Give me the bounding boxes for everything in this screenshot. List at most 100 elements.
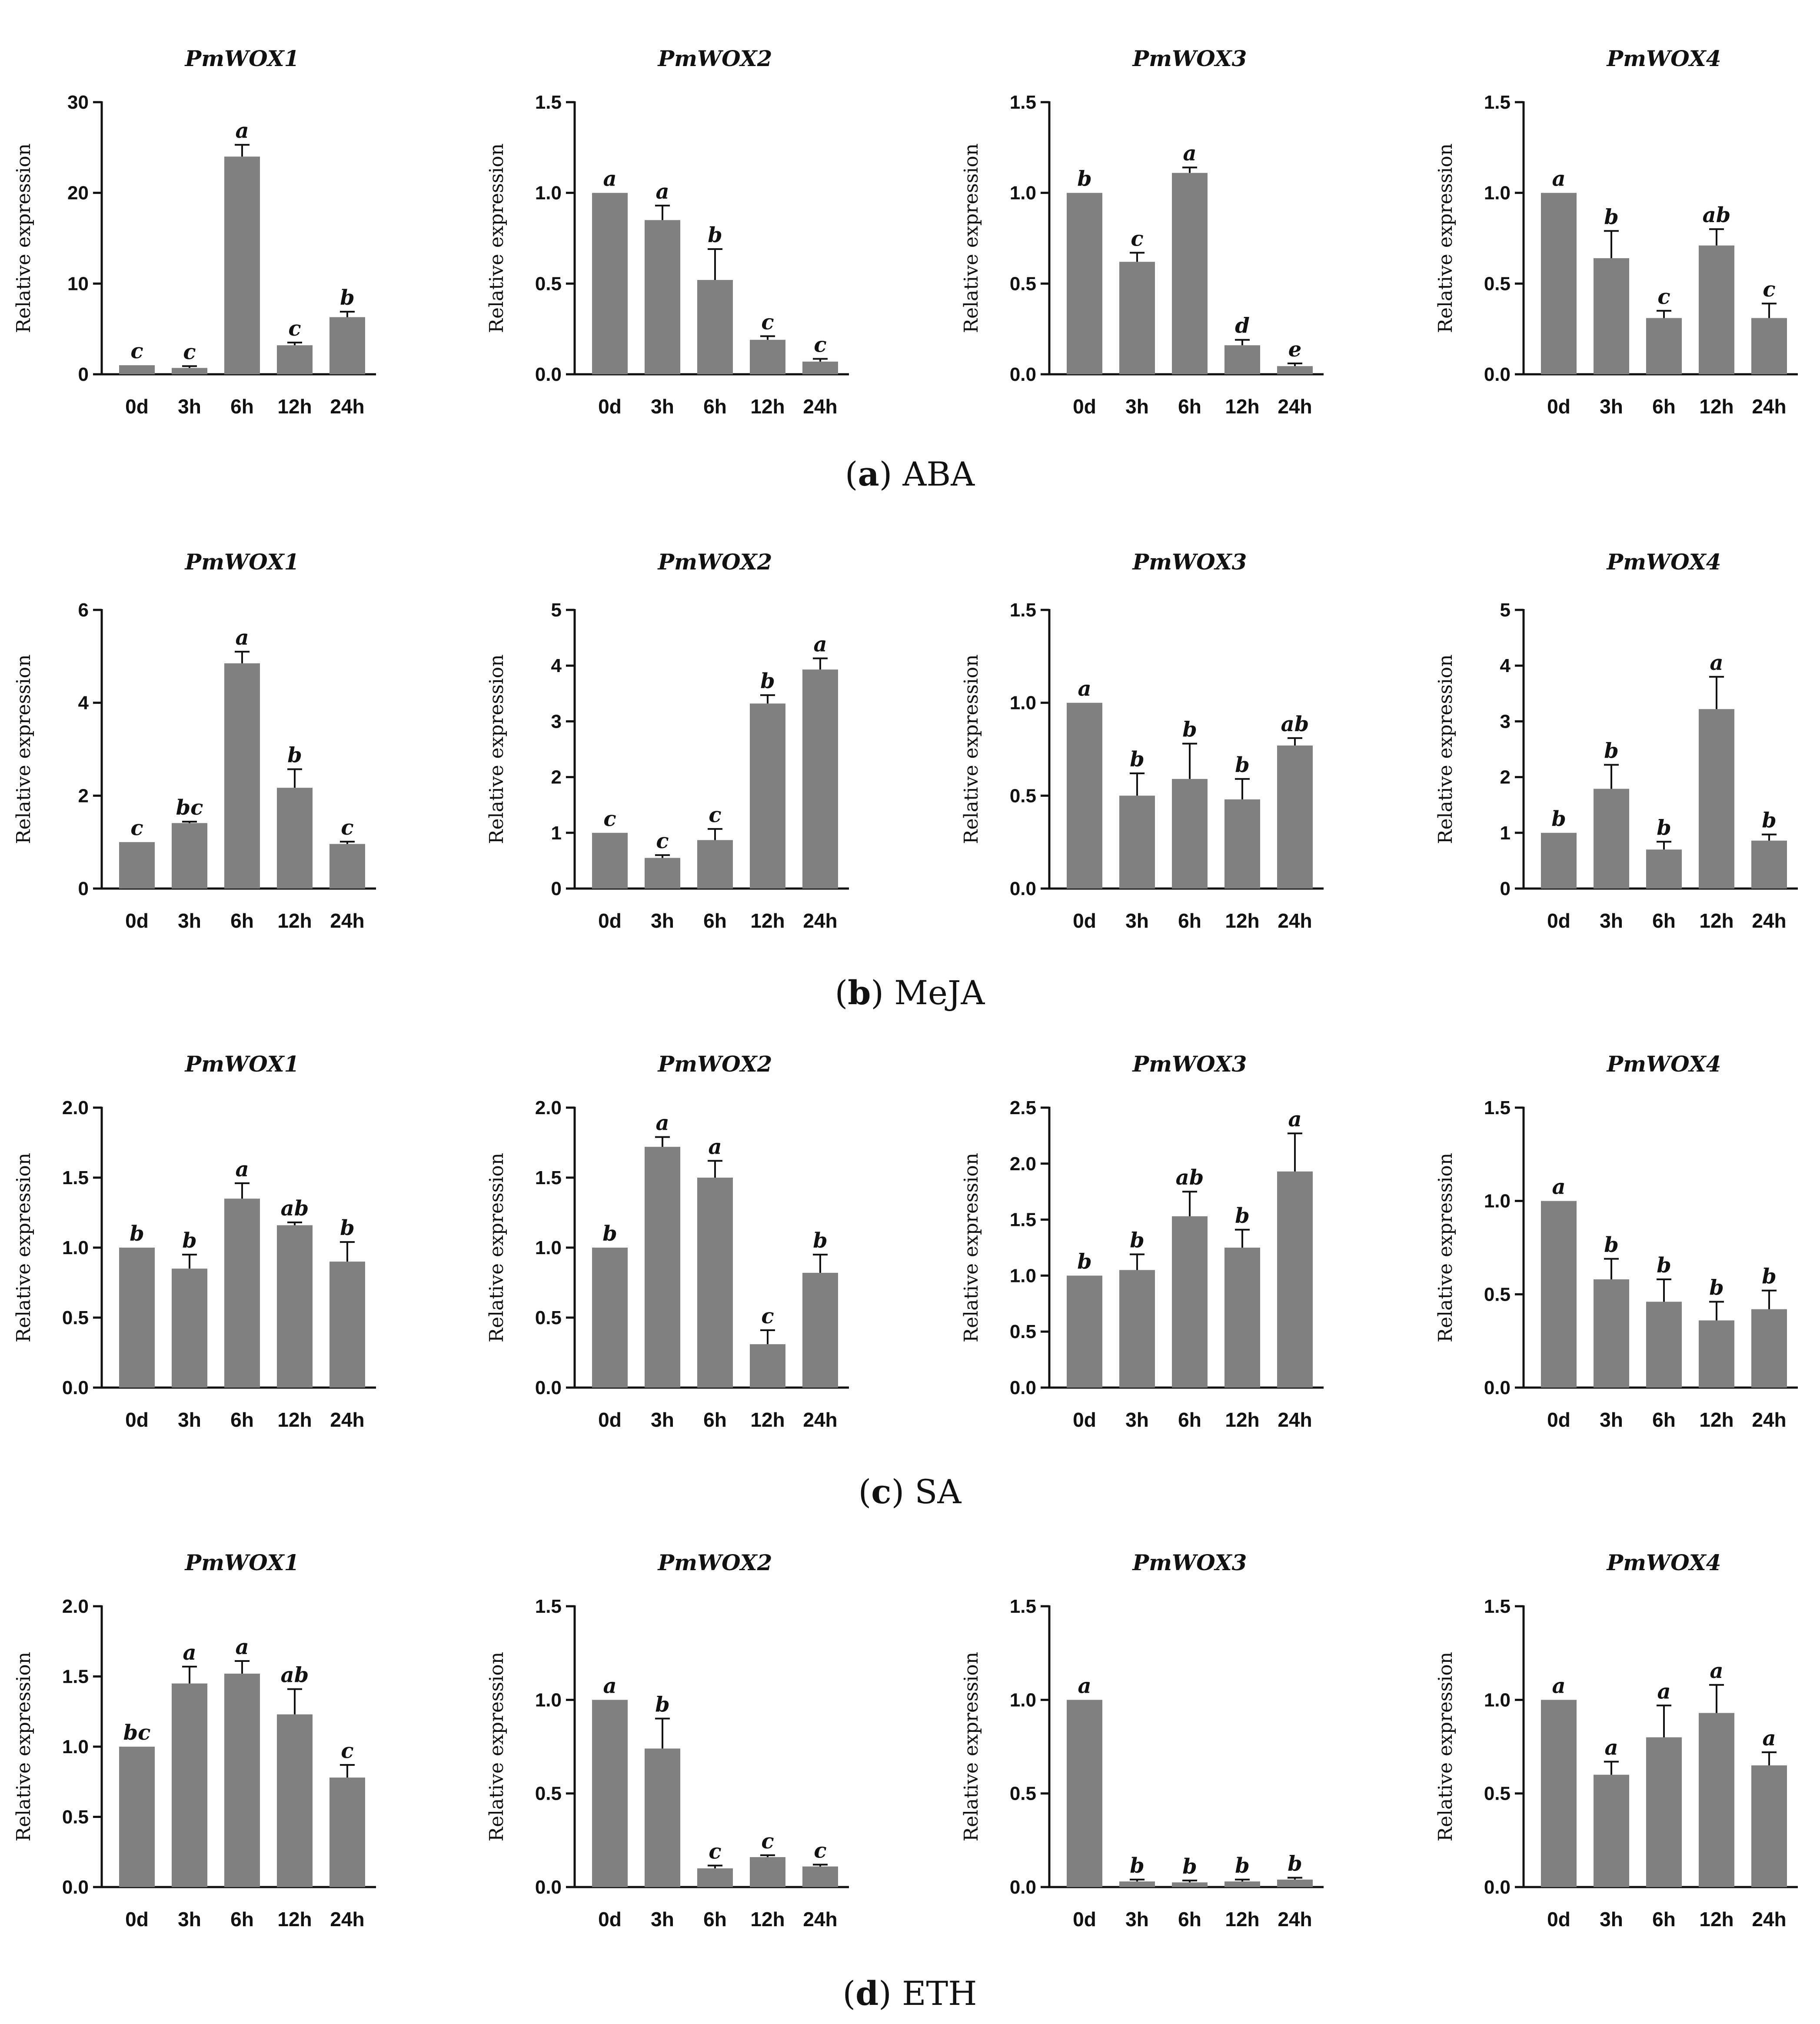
chart-2-1-bar-3 — [277, 788, 313, 889]
chart-1-3-xlabel-2: 6h — [1178, 395, 1201, 418]
chart-2-2-ytick-label-3: 3 — [551, 711, 562, 732]
chart-3-3-bar-3 — [1224, 1248, 1260, 1388]
chart-1-1-bar-3 — [277, 345, 313, 374]
chart-2-3-bar-4 — [1277, 745, 1313, 889]
chart-3-3-sig-letter-3: b — [1235, 1204, 1250, 1228]
chart-1-4-xlabel-3: 12h — [1699, 395, 1733, 418]
chart-4-3-xlabel-2: 6h — [1178, 1908, 1201, 1931]
chart-3-3-sig-letter-2: ab — [1176, 1165, 1204, 1190]
chart-3-2-bar-1 — [645, 1147, 680, 1388]
chart-1-1-bar-0 — [119, 365, 155, 374]
chart-3-1-ytick-label-0: 0.0 — [62, 1377, 89, 1398]
chart-1-2-ytick-label-0: 0.0 — [535, 364, 562, 385]
chart-4-1-sig-letter-2: a — [235, 1635, 249, 1659]
chart-3-3-ytick-label-3: 1.5 — [1010, 1209, 1036, 1231]
chart-2-3-ylabel: Relative expression — [960, 654, 982, 844]
chart-4-2-ytick-label-3: 1.5 — [535, 1596, 562, 1617]
chart-3-4-ytick-label-1: 0.5 — [1484, 1284, 1511, 1305]
chart-4-3-xlabel-4: 24h — [1278, 1908, 1312, 1931]
chart-3-4-xlabel-2: 6h — [1652, 1408, 1676, 1431]
chart-3-1-sig-letter-4: b — [340, 1216, 355, 1240]
chart-4-3-sig-letter-0: a — [1078, 1674, 1091, 1698]
chart-1-3-sig-letter-2: a — [1183, 141, 1196, 166]
chart-3-1-sig-letter-0: b — [130, 1222, 144, 1246]
chart-4-2-sig-letter-3: c — [761, 1829, 774, 1854]
chart-3-4-ytick-label-2: 1.0 — [1484, 1191, 1511, 1212]
chart-4-4-ytick-label-0: 0.0 — [1484, 1877, 1511, 1898]
caption-b: (b) MeJA — [835, 973, 985, 1012]
chart-1-1-title: PmWOX1 — [184, 46, 299, 71]
chart-4-1-sig-letter-4: c — [341, 1739, 353, 1763]
chart-4-3-sig-letter-2: b — [1182, 1854, 1197, 1879]
chart-2-3-xlabel-2: 6h — [1178, 909, 1201, 932]
chart-4-4-xlabel-2: 6h — [1652, 1908, 1676, 1931]
chart-1-4-ytick-label-2: 1.0 — [1484, 183, 1511, 204]
chart-2-4-bar-4 — [1751, 840, 1787, 889]
chart-4-4-sig-letter-4: a — [1762, 1726, 1776, 1751]
chart-3-1-xlabel-1: 3h — [178, 1408, 201, 1431]
chart-2-4-ytick-label-2: 2 — [1500, 767, 1511, 788]
chart-1-1-bar-1 — [172, 368, 207, 374]
chart-1-4-xlabel-1: 3h — [1600, 395, 1623, 418]
chart-4-4-ytick-label-3: 1.5 — [1484, 1596, 1511, 1617]
chart-1-1-sig-letter-0: c — [130, 339, 143, 363]
chart-1-3-ytick-label-2: 1.0 — [1010, 183, 1036, 204]
chart-2-3-xlabel-4: 24h — [1278, 909, 1312, 932]
chart-4-1-sig-letter-1: a — [183, 1641, 196, 1665]
chart-2-2-bar-3 — [750, 703, 785, 889]
chart-3-3-xlabel-1: 3h — [1125, 1408, 1149, 1431]
chart-1-2-ytick-label-1: 0.5 — [535, 273, 562, 294]
chart-4-3-ytick-label-3: 1.5 — [1010, 1596, 1036, 1617]
chart-2-1-xlabel-4: 24h — [330, 909, 364, 932]
chart-1-2-bar-1 — [645, 220, 680, 374]
chart-3-4-bar-1 — [1594, 1279, 1629, 1388]
chart-2-3-xlabel-0: 0d — [1073, 909, 1096, 932]
chart-4-4-xlabel-4: 24h — [1752, 1908, 1786, 1931]
chart-2-4-sig-letter-1: b — [1604, 739, 1619, 763]
chart-4-1-xlabel-2: 6h — [230, 1908, 254, 1931]
chart-3-4-ylabel: Relative expression — [1434, 1153, 1457, 1342]
chart-4-4-xlabel-0: 0d — [1547, 1908, 1570, 1931]
chart-1-3-sig-letter-1: c — [1131, 226, 1143, 251]
chart-2-4-sig-letter-3: a — [1710, 651, 1723, 675]
chart-3-4-sig-letter-1: b — [1604, 1233, 1619, 1257]
chart-4-2-xlabel-0: 0d — [598, 1908, 622, 1931]
chart-3-4-bar-4 — [1751, 1309, 1787, 1388]
chart-1-2-ytick-label-3: 1.5 — [535, 92, 562, 113]
chart-1-1-ytick-label-3: 30 — [67, 92, 89, 113]
chart-2-2-bar-0 — [592, 832, 628, 889]
chart-3-3-ytick-label-1: 0.5 — [1010, 1321, 1036, 1342]
caption-c: (c) SA — [858, 1472, 962, 1511]
chart-3-2-ytick-label-3: 1.5 — [535, 1167, 562, 1188]
chart-3-3-xlabel-4: 24h — [1278, 1408, 1312, 1431]
chart-2-1-ylabel: Relative expression — [13, 654, 35, 844]
chart-1-4-bar-2 — [1646, 318, 1682, 374]
chart-3-4-xlabel-4: 24h — [1752, 1408, 1786, 1431]
chart-3-3-xlabel-0: 0d — [1073, 1408, 1096, 1431]
chart-4-3-bar-2 — [1172, 1882, 1208, 1887]
chart-1-1-sig-letter-4: b — [340, 286, 355, 310]
chart-4-2-bar-1 — [645, 1748, 680, 1887]
chart-3-2-sig-letter-4: b — [813, 1228, 828, 1253]
chart-1-4-sig-letter-3: ab — [1703, 203, 1731, 227]
chart-3-2-ytick-label-2: 1.0 — [535, 1237, 562, 1258]
chart-1-1-bar-4 — [329, 317, 365, 374]
chart-4-4-bar-0 — [1541, 1700, 1577, 1887]
chart-1-1-bar-2 — [224, 156, 260, 374]
chart-4-2-title: PmWOX2 — [657, 1550, 772, 1575]
chart-4-3-sig-letter-4: b — [1288, 1851, 1302, 1876]
chart-2-1-sig-letter-2: a — [235, 626, 249, 650]
chart-1-2-bar-0 — [592, 193, 628, 374]
chart-1-3-sig-letter-4: e — [1288, 337, 1302, 362]
chart-2-3-title: PmWOX3 — [1132, 549, 1247, 575]
chart-2-3-bar-3 — [1224, 799, 1260, 889]
chart-1-3-bar-4 — [1277, 366, 1313, 374]
chart-3-2-ytick-label-0: 0.0 — [535, 1377, 562, 1398]
chart-1-2-xlabel-1: 3h — [651, 395, 674, 418]
chart-2-1-bar-0 — [119, 842, 155, 889]
chart-4-1-sig-letter-3: ab — [281, 1663, 309, 1688]
chart-1-4-sig-letter-0: a — [1552, 167, 1565, 191]
chart-1-3-xlabel-0: 0d — [1073, 395, 1096, 418]
chart-3-2-bar-3 — [750, 1344, 785, 1388]
chart-2-4-sig-letter-2: b — [1657, 816, 1671, 840]
